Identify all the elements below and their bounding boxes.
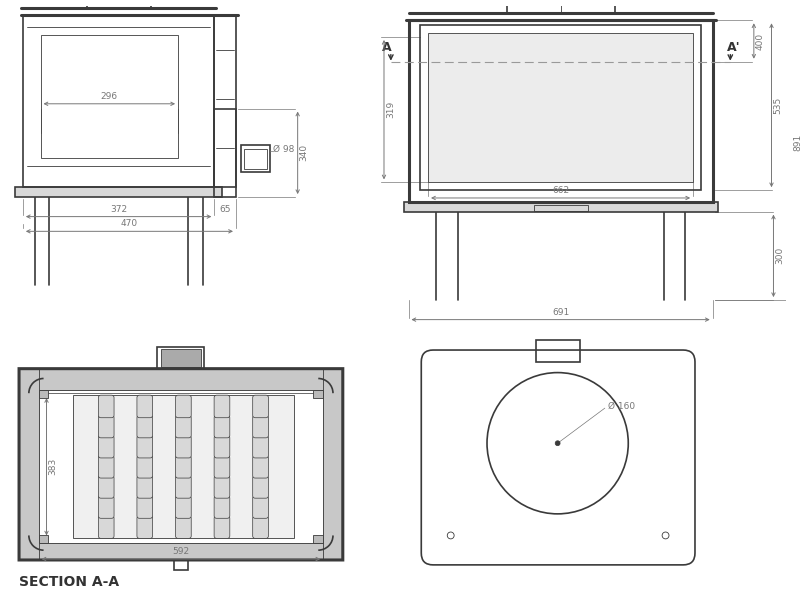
FancyBboxPatch shape <box>137 496 153 518</box>
FancyBboxPatch shape <box>137 415 153 438</box>
Bar <box>506 0 614 13</box>
FancyBboxPatch shape <box>137 395 153 418</box>
FancyBboxPatch shape <box>98 496 114 518</box>
Bar <box>73 395 294 538</box>
Bar <box>420 25 701 190</box>
Text: 65: 65 <box>219 205 231 214</box>
Text: 662: 662 <box>552 186 569 195</box>
Bar <box>15 187 222 197</box>
Bar <box>323 368 342 560</box>
FancyBboxPatch shape <box>214 415 230 438</box>
FancyBboxPatch shape <box>253 516 268 538</box>
Text: 372: 372 <box>110 205 127 214</box>
Text: Ø 98: Ø 98 <box>273 145 294 154</box>
FancyBboxPatch shape <box>175 436 191 458</box>
FancyBboxPatch shape <box>253 415 268 438</box>
Bar <box>404 202 718 212</box>
FancyBboxPatch shape <box>253 395 268 418</box>
FancyBboxPatch shape <box>214 496 230 518</box>
Text: 296: 296 <box>101 92 118 101</box>
Text: 340: 340 <box>300 144 309 161</box>
Bar <box>86 0 150 8</box>
FancyBboxPatch shape <box>175 415 191 438</box>
Text: A: A <box>382 41 392 55</box>
Text: 319: 319 <box>386 101 395 118</box>
FancyBboxPatch shape <box>175 496 191 518</box>
FancyBboxPatch shape <box>137 436 153 458</box>
FancyBboxPatch shape <box>253 496 268 518</box>
FancyBboxPatch shape <box>98 516 114 538</box>
FancyBboxPatch shape <box>253 476 268 498</box>
Text: 891: 891 <box>793 134 800 151</box>
Bar <box>409 20 713 202</box>
Bar <box>536 340 580 362</box>
FancyBboxPatch shape <box>175 516 191 538</box>
Text: 592: 592 <box>172 547 190 556</box>
Text: 470: 470 <box>121 220 138 229</box>
FancyBboxPatch shape <box>214 436 230 458</box>
Bar <box>241 145 270 172</box>
Text: 691: 691 <box>552 308 570 317</box>
Circle shape <box>555 441 560 446</box>
Bar <box>314 390 323 398</box>
FancyBboxPatch shape <box>214 395 230 418</box>
Bar <box>162 349 201 367</box>
Bar <box>314 535 323 543</box>
Bar <box>158 347 205 368</box>
Bar <box>19 368 38 560</box>
Bar <box>19 368 342 390</box>
FancyBboxPatch shape <box>175 395 191 418</box>
Text: SECTION A-A: SECTION A-A <box>19 575 119 589</box>
Bar <box>244 149 267 169</box>
Text: Ø 160: Ø 160 <box>608 401 635 410</box>
FancyBboxPatch shape <box>214 516 230 538</box>
FancyBboxPatch shape <box>98 415 114 438</box>
FancyBboxPatch shape <box>137 516 153 538</box>
Bar <box>38 535 49 543</box>
FancyBboxPatch shape <box>98 395 114 418</box>
Text: 400: 400 <box>756 32 765 50</box>
Text: A': A' <box>727 41 741 55</box>
Bar <box>38 390 323 543</box>
FancyBboxPatch shape <box>253 436 268 458</box>
Bar <box>23 16 214 187</box>
FancyBboxPatch shape <box>214 476 230 498</box>
FancyBboxPatch shape <box>98 476 114 498</box>
FancyBboxPatch shape <box>137 476 153 498</box>
Bar <box>428 33 693 182</box>
FancyBboxPatch shape <box>214 455 230 478</box>
Text: 300: 300 <box>775 247 785 265</box>
Bar <box>534 205 588 211</box>
FancyBboxPatch shape <box>253 455 268 478</box>
Text: 535: 535 <box>774 97 782 114</box>
Bar <box>214 16 236 187</box>
FancyBboxPatch shape <box>98 455 114 478</box>
FancyBboxPatch shape <box>175 476 191 498</box>
FancyBboxPatch shape <box>137 455 153 478</box>
Text: 383: 383 <box>49 458 58 475</box>
FancyBboxPatch shape <box>175 455 191 478</box>
FancyBboxPatch shape <box>98 436 114 458</box>
Bar <box>174 560 188 570</box>
Bar <box>41 35 178 158</box>
Bar <box>19 543 342 560</box>
Bar <box>38 390 49 398</box>
FancyBboxPatch shape <box>422 350 695 565</box>
Bar <box>214 109 236 197</box>
